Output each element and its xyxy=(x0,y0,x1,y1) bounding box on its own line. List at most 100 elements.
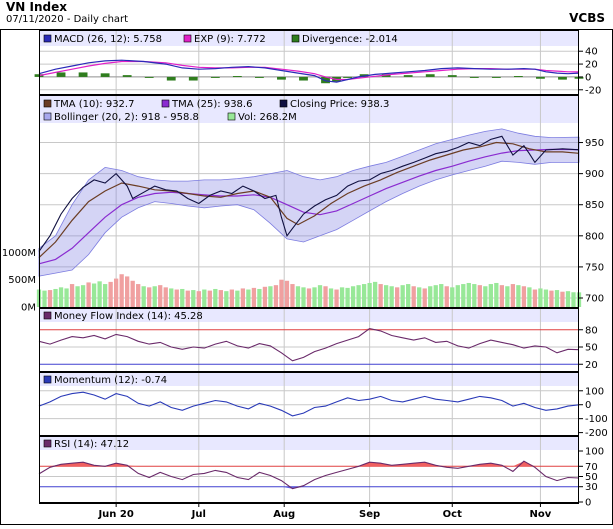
volume-bar xyxy=(202,289,207,307)
volume-bar xyxy=(395,287,400,307)
divergence-bar xyxy=(144,76,154,78)
volume-bar xyxy=(125,276,130,307)
price-legend-label: TMA (25): 938.6 xyxy=(171,99,252,110)
divergence-bar xyxy=(321,76,330,84)
volume-bar xyxy=(191,290,196,307)
volume-bar xyxy=(113,278,119,307)
volume-bar xyxy=(158,285,163,307)
volume-bar xyxy=(163,287,168,307)
volume-bar xyxy=(213,288,218,307)
volume-bar xyxy=(273,285,279,307)
volume-bar xyxy=(42,290,47,307)
volume-bar xyxy=(328,288,334,307)
volume-bar xyxy=(565,291,571,307)
volume-bar xyxy=(543,289,549,307)
rsi-line xyxy=(38,460,580,490)
x-tick-label: Aug xyxy=(273,509,295,520)
volume-bar xyxy=(505,286,510,307)
mfi-swatch xyxy=(43,311,52,320)
volume-bar xyxy=(251,287,257,307)
volume-bar xyxy=(417,287,422,307)
volume-bar xyxy=(47,290,53,307)
volume-bar xyxy=(323,286,328,307)
volume-bar xyxy=(229,289,235,307)
divergence-bar xyxy=(255,76,264,78)
tma25-swatch xyxy=(161,99,170,108)
volume-bar xyxy=(224,291,229,307)
divergence-bar xyxy=(513,76,523,78)
chart-subtitle: 07/11/2020 - Daily chart xyxy=(6,14,129,25)
divergence-bar xyxy=(343,76,352,78)
volume-bar xyxy=(169,288,174,307)
volume-bar xyxy=(499,285,505,307)
volume-bar xyxy=(444,286,449,307)
volume-bar xyxy=(306,288,312,307)
divergence-bar xyxy=(56,72,66,77)
x-tick-label: Jul xyxy=(191,509,206,520)
price-y-tick-label: 850 xyxy=(585,200,604,211)
momentum-legend-band xyxy=(39,372,579,386)
volume-bar xyxy=(549,290,554,307)
divergence-bar xyxy=(78,72,88,77)
macd-swatch xyxy=(43,34,52,43)
volume-bar xyxy=(58,287,64,307)
volume-bar xyxy=(147,287,152,307)
macd-y-tick-label: 0 xyxy=(585,72,591,83)
momentum-line xyxy=(38,391,580,417)
volume-bar xyxy=(455,285,460,307)
volume-bar xyxy=(279,279,284,307)
volume-bar xyxy=(466,282,471,307)
volume-bar xyxy=(527,287,532,307)
volume-bar xyxy=(461,284,466,307)
volume-bar xyxy=(339,287,345,307)
volume-tick-label: 500M xyxy=(8,275,36,286)
volume-bar xyxy=(378,284,383,307)
volume-bar xyxy=(312,287,317,307)
volume-bar xyxy=(422,288,427,307)
volume-bar xyxy=(411,286,416,307)
divergence-bar xyxy=(403,75,413,77)
volume-bar xyxy=(240,288,246,307)
divergence-bar xyxy=(100,73,110,77)
volume-bar xyxy=(345,287,350,307)
volume-bar xyxy=(477,285,482,307)
x-tick-label: Jun 20 xyxy=(97,509,133,520)
volume-bar xyxy=(91,283,97,307)
volume-bar xyxy=(246,289,251,307)
divergence-bar xyxy=(558,76,567,80)
mfi-legend-label: Money Flow Index (14): 45.28 xyxy=(54,311,203,322)
price-y-tick-label: 900 xyxy=(585,169,604,180)
macd-y-tick-label: 40 xyxy=(585,47,598,58)
closing-price-line xyxy=(38,135,580,252)
divergence-bar xyxy=(299,76,308,81)
x-tick-label: Sep xyxy=(359,509,380,520)
divergence-bar xyxy=(277,76,286,80)
volume-bar xyxy=(372,281,378,307)
exp-swatch xyxy=(183,34,192,43)
divergence-bar xyxy=(232,76,242,78)
volume-bar xyxy=(136,284,141,307)
chart-title: VN Index xyxy=(6,0,67,14)
macd-legend-label: MACD (26, 12): 5.758 xyxy=(54,34,162,45)
volume-bar xyxy=(102,284,108,307)
momentum-y-tick-label: -200 xyxy=(585,428,608,439)
divergence-bar xyxy=(447,75,457,77)
volume-bar xyxy=(180,288,185,307)
macd-y-tick-label: -20 xyxy=(585,85,601,96)
volume-bar xyxy=(383,285,389,307)
price-y-tick-label: 800 xyxy=(585,231,604,242)
volume-bar xyxy=(361,284,367,307)
volume-bar xyxy=(262,286,268,307)
volume-bar xyxy=(483,286,488,307)
price-swatch xyxy=(279,99,288,108)
rsi-swatch xyxy=(43,439,52,448)
mfi-y-tick-label: 20 xyxy=(585,360,598,371)
volume-bar xyxy=(257,288,262,307)
volume-bar xyxy=(64,288,69,307)
volume-bar xyxy=(488,284,493,307)
volume-bar xyxy=(350,286,356,307)
volume-bar xyxy=(152,286,157,307)
mfi-y-tick-label: 50 xyxy=(585,343,598,354)
macd-legend-band xyxy=(39,30,579,46)
momentum-y-tick-label: 0 xyxy=(585,400,591,411)
